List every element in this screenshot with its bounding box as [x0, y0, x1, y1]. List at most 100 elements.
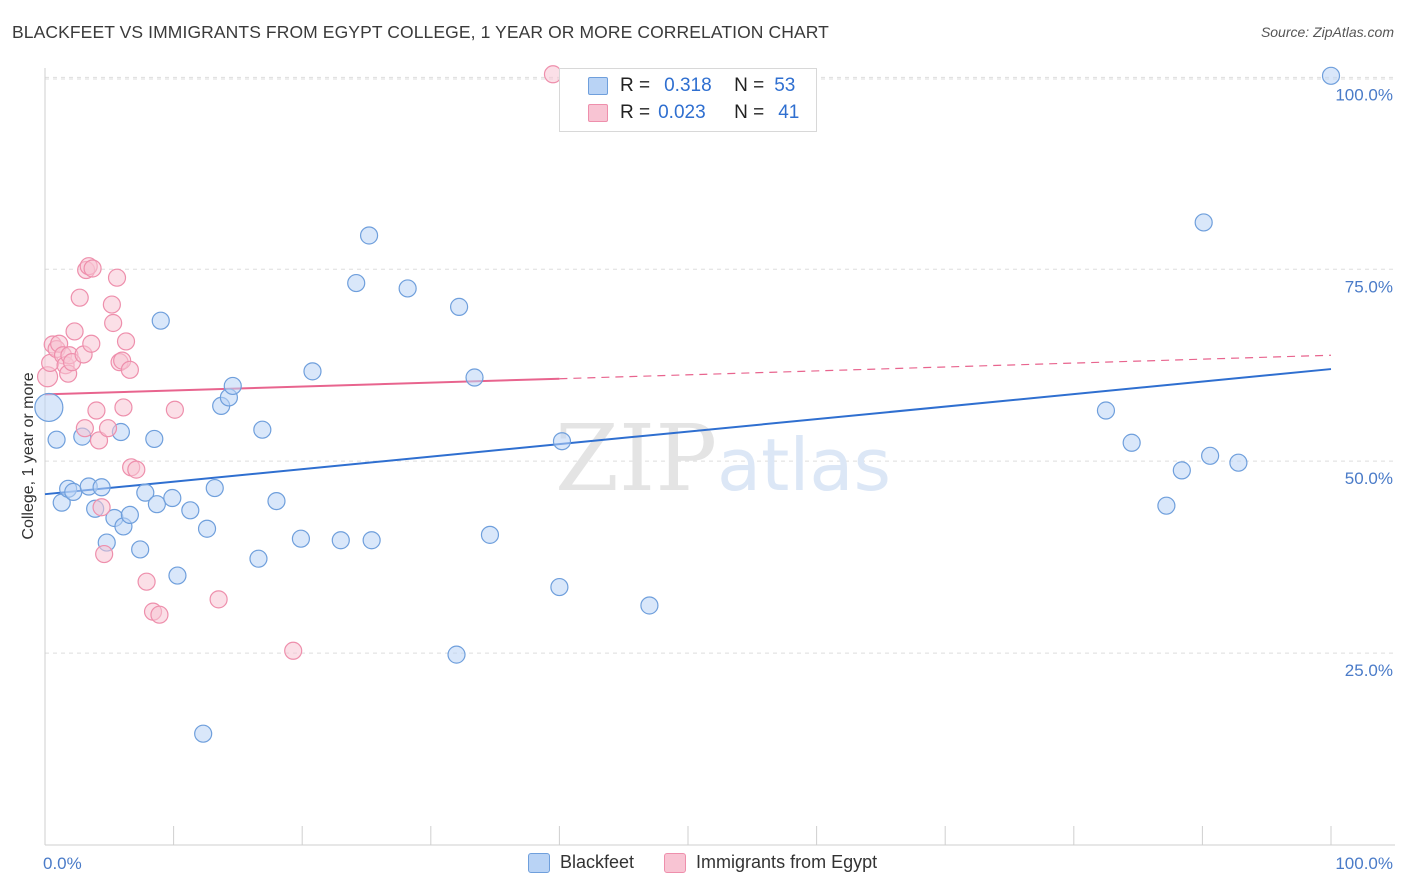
egypt-point [75, 419, 94, 438]
egypt-swatch [588, 104, 608, 122]
blackfeet-point [1157, 496, 1176, 515]
data-points [34, 65, 1341, 743]
egypt-point [127, 460, 146, 479]
legend-item-egypt[interactable]: Immigrants from Egypt [664, 852, 877, 873]
egypt-point [107, 268, 127, 287]
y-tick-label: 25.0% [1345, 661, 1393, 680]
egypt-point [82, 334, 101, 353]
blackfeet-point [64, 482, 83, 501]
blackfeet-point [331, 531, 350, 550]
blackfeet-point [163, 488, 182, 508]
grid [45, 76, 1395, 654]
blackfeet-point [640, 596, 659, 615]
n-label: N = [734, 102, 765, 123]
blackfeet-point [92, 478, 111, 497]
stats-row-egypt: R = 0.023 N = 41 [560, 100, 799, 126]
n-value: 41 [778, 102, 800, 123]
blackfeet-point [1194, 213, 1213, 232]
blackfeet-point [205, 478, 224, 498]
blackfeet-point [447, 645, 466, 664]
n-label: N = [734, 75, 765, 96]
blackfeet-legend-swatch [528, 852, 550, 873]
egypt-point [89, 431, 109, 450]
blackfeet-point [131, 540, 150, 559]
blackfeet-point [291, 529, 311, 548]
blackfeet-point [303, 362, 322, 381]
blackfeet-point [147, 495, 166, 514]
egypt-point [284, 641, 303, 660]
tick-labels: 25.0% 50.0% 75.0% 100.0% 0.0% 100.0% [43, 85, 1393, 873]
y-tick-label: 75.0% [1345, 277, 1393, 296]
blackfeet-point [465, 368, 484, 387]
y-tick-label: 100.0% [1335, 85, 1393, 104]
blackfeet-point [47, 430, 66, 449]
egypt-point [150, 605, 169, 624]
blackfeet-point [197, 519, 217, 538]
egypt-point [65, 322, 84, 341]
series-legend: Blackfeet Immigrants from Egypt [528, 852, 907, 873]
stats-row-blackfeet: R = 0.318 N = 53 [560, 73, 795, 99]
axes [44, 68, 1395, 846]
chart-title: BLACKFEET VS IMMIGRANTS FROM EGYPT COLLE… [12, 22, 829, 42]
blackfeet-point [550, 577, 569, 597]
r-value: 0.318 [664, 75, 712, 96]
blackfeet-point [223, 376, 242, 396]
egypt-point [104, 313, 123, 333]
egypt-point [87, 401, 106, 420]
watermark: ZIP atlas [555, 405, 891, 512]
source-label: Source: ZipAtlas.com [1260, 24, 1394, 40]
blackfeet-point [552, 432, 572, 451]
blackfeet-trend-line [44, 368, 1332, 496]
blackfeet-swatch [588, 77, 608, 95]
blackfeet-point [34, 392, 64, 423]
egypt-legend-swatch [664, 852, 687, 873]
blackfeet-point [267, 491, 286, 511]
blackfeet-point [1172, 461, 1191, 480]
egypt-trend-extension [559, 354, 1332, 380]
blackfeet-point [145, 429, 164, 449]
n-value: 53 [774, 75, 796, 96]
legend-label-egypt: Immigrants from Egypt [696, 852, 878, 872]
legend-item-blackfeet[interactable]: Blackfeet [528, 852, 634, 873]
r-label: R = [620, 102, 651, 123]
blackfeet-point [1229, 453, 1248, 472]
blackfeet-point [249, 549, 268, 568]
blackfeet-point [151, 311, 170, 330]
x-tick-label: 100.0% [1335, 854, 1393, 873]
egypt-point [98, 419, 118, 438]
blackfeet-point [398, 279, 417, 298]
blackfeet-point [1201, 446, 1220, 465]
r-value: 0.023 [658, 102, 706, 123]
y-tick-label: 50.0% [1345, 469, 1393, 488]
egypt-point [83, 259, 102, 278]
x-tick-label: 0.0% [43, 854, 82, 873]
egypt-point [116, 332, 136, 351]
blackfeet-point [194, 724, 213, 743]
blackfeet-point [359, 226, 379, 245]
blackfeet-point [480, 525, 500, 544]
blackfeet-point [347, 273, 366, 293]
egypt-point [95, 544, 114, 564]
blackfeet-point [449, 297, 469, 316]
egypt-point [70, 288, 89, 307]
egypt-point [92, 498, 111, 517]
blackfeet-point [120, 505, 139, 525]
egypt-point [165, 400, 184, 419]
blackfeet-point [1321, 66, 1341, 85]
blackfeet-point [136, 483, 155, 502]
blackfeet-point [362, 531, 381, 550]
egypt-point [137, 572, 156, 591]
y-axis-label: College, 1 year or more [20, 372, 37, 539]
egypt-point [102, 295, 121, 314]
blackfeet-point [168, 566, 187, 585]
blackfeet-point [253, 420, 272, 439]
watermark-atlas: atlas [717, 423, 891, 507]
egypt-point [114, 398, 133, 417]
r-label: R = [620, 75, 651, 96]
blackfeet-point [1122, 433, 1141, 452]
blackfeet-point [1096, 401, 1116, 420]
blackfeet-point [181, 501, 200, 520]
watermark-zip: ZIP [555, 405, 717, 512]
stats-legend: R = 0.318 N = 53 R = 0.023 N = 41 [559, 68, 817, 132]
